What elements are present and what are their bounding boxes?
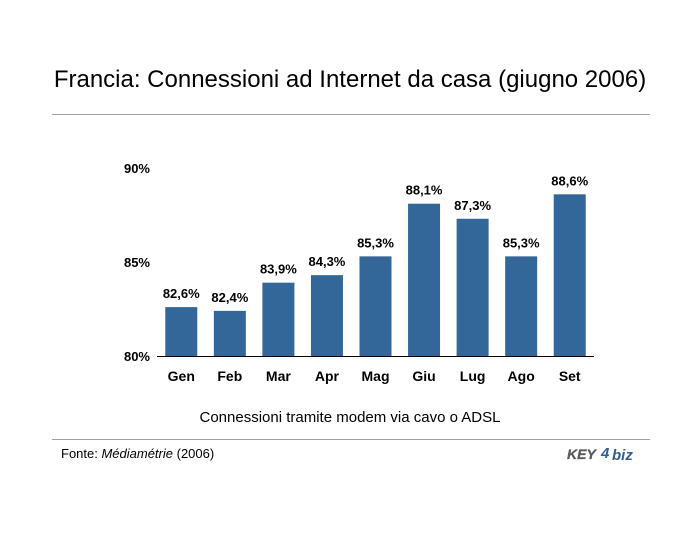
source-prefix: Fonte: [61, 446, 102, 461]
bar [408, 203, 441, 356]
data-label: 84,3% [309, 254, 346, 269]
x-tick-label: Gen [168, 368, 195, 384]
logo-biz-text: biz [612, 447, 633, 464]
bar [165, 307, 198, 356]
bar [359, 256, 392, 356]
chart-title: Francia: Connessioni ad Internet da casa… [53, 66, 647, 93]
bar [553, 194, 586, 356]
title-divider [52, 114, 650, 115]
data-label: 88,6% [551, 173, 588, 188]
x-tick-label: Lug [460, 368, 486, 384]
logo-key-text: KEY [567, 446, 597, 462]
data-label: 88,1% [406, 183, 443, 198]
data-label: 85,3% [503, 235, 540, 250]
data-label: 82,4% [211, 290, 248, 305]
y-tick-label: 90% [124, 161, 150, 176]
x-tick-label: Feb [217, 368, 242, 384]
bar [310, 275, 343, 356]
data-label: 83,9% [260, 262, 297, 277]
data-label: 87,3% [454, 198, 491, 213]
chart-caption: Connessioni tramite modem via cavo o ADS… [199, 409, 501, 426]
y-tick-label: 80% [124, 349, 150, 364]
footer-divider [52, 439, 650, 440]
x-tick-label: Mar [266, 368, 291, 384]
x-tick-label: Mag [362, 368, 390, 384]
y-tick-label: 85% [124, 255, 150, 270]
data-label: 85,3% [357, 235, 394, 250]
x-tick-label: Apr [315, 368, 340, 384]
x-tick-label: Giu [412, 368, 435, 384]
data-label: 82,6% [163, 286, 200, 301]
source-suffix: (2006) [173, 446, 215, 461]
source-name: Médiamétrie [101, 446, 173, 461]
key4biz-logo: KEY 4 biz [567, 445, 633, 464]
bar [213, 310, 246, 356]
x-tick-label: Set [559, 368, 581, 384]
bar [262, 282, 295, 356]
x-tick-label: Ago [508, 368, 535, 384]
source-note: Fonte: Médiamétrie (2006) [61, 446, 214, 461]
bar [456, 218, 489, 356]
logo-4-text: 4 [600, 445, 610, 462]
bar [505, 256, 538, 356]
